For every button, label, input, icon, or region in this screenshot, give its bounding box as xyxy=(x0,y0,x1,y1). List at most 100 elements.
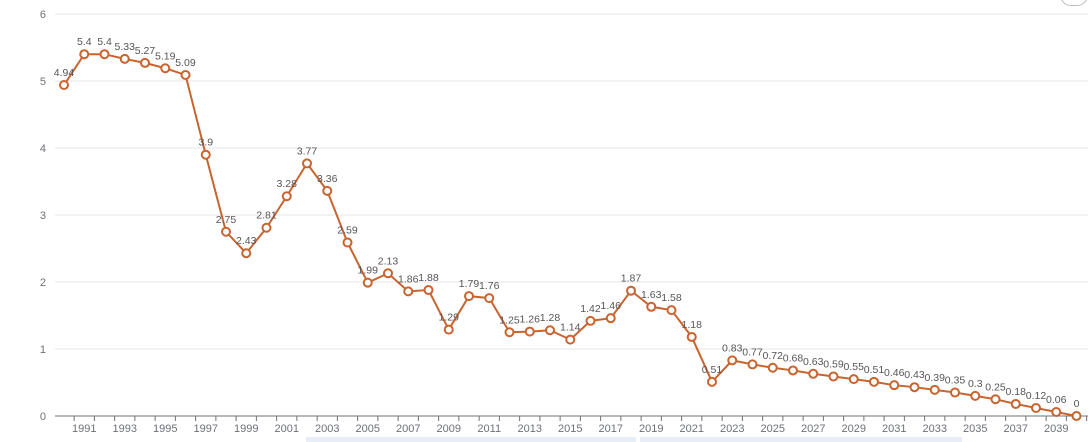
y-tick-label: 0 xyxy=(40,411,46,423)
data-point xyxy=(707,376,717,387)
data-label: 0.77 xyxy=(742,346,763,358)
data-label: 1.76 xyxy=(479,280,500,292)
data-label: 0 xyxy=(1074,398,1080,410)
data-point xyxy=(140,57,150,68)
data-point xyxy=(79,49,90,60)
y-tick-label: 5 xyxy=(40,76,46,88)
data-point xyxy=(443,324,454,335)
data-point xyxy=(362,277,373,288)
data-point xyxy=(626,285,636,296)
x-tick-label: 1995 xyxy=(153,423,177,435)
data-label: 1.86 xyxy=(398,273,419,285)
data-point xyxy=(767,362,778,373)
data-label: 0.25 xyxy=(985,381,1006,393)
data-point xyxy=(869,376,879,387)
data-point xyxy=(666,305,677,316)
data-point xyxy=(929,384,940,395)
data-label: 5.09 xyxy=(175,57,196,69)
x-tick-label: 2025 xyxy=(761,423,785,435)
data-label: 2.13 xyxy=(378,255,399,267)
data-label: 1.42 xyxy=(580,303,601,315)
data-point xyxy=(1010,398,1021,409)
data-label: 0.18 xyxy=(1006,386,1027,398)
data-point xyxy=(423,285,434,296)
data-label: 0.46 xyxy=(884,367,905,379)
data-label: 0.72 xyxy=(763,350,784,362)
data-label: 2.43 xyxy=(236,235,257,247)
scroll-indicator-right[interactable] xyxy=(640,437,962,442)
x-tick-label: 1991 xyxy=(72,423,96,435)
data-label: 1.29 xyxy=(439,312,460,324)
data-label: 0.06 xyxy=(1046,394,1067,406)
data-label: 3.28 xyxy=(277,178,298,190)
x-tick-label: 2015 xyxy=(558,423,582,435)
data-point xyxy=(1031,402,1041,413)
data-label: 0.83 xyxy=(722,342,743,354)
data-point xyxy=(241,248,252,259)
data-point xyxy=(585,315,596,326)
data-label: 2.81 xyxy=(256,210,277,222)
data-label: 0.51 xyxy=(702,364,723,376)
data-label: 1.88 xyxy=(418,272,439,284)
x-tick-label: 2017 xyxy=(599,423,623,435)
data-point xyxy=(889,380,900,391)
x-tick-label: 2029 xyxy=(842,423,866,435)
scroll-indicator-left[interactable] xyxy=(306,437,636,442)
data-label: 5.33 xyxy=(115,41,136,53)
data-label: 1.26 xyxy=(520,314,541,326)
data-point xyxy=(646,301,657,312)
data-point xyxy=(464,291,474,302)
x-tick-label: 2027 xyxy=(801,423,825,435)
data-point xyxy=(99,49,110,60)
data-label: 0.3 xyxy=(968,378,983,390)
data-point xyxy=(160,63,171,74)
data-point xyxy=(322,185,333,196)
data-point xyxy=(747,359,758,370)
data-label: 1.14 xyxy=(560,322,581,334)
series-line xyxy=(63,53,1077,417)
x-tick-label: 2031 xyxy=(882,423,906,435)
data-label: 1.46 xyxy=(601,300,622,312)
data-point xyxy=(221,226,231,237)
data-label: 0.43 xyxy=(904,369,925,381)
x-tick-label: 2033 xyxy=(923,423,947,435)
data-label: 5.27 xyxy=(135,45,156,57)
data-point xyxy=(180,69,191,80)
data-point xyxy=(261,222,272,233)
data-label: 1.28 xyxy=(540,312,561,324)
data-point xyxy=(524,326,535,337)
x-tick-label: 2011 xyxy=(477,423,501,435)
data-point xyxy=(605,313,616,324)
data-label: 3.77 xyxy=(297,145,318,157)
data-point xyxy=(1071,411,1082,421)
data-point xyxy=(565,334,576,345)
x-tick-label: 2037 xyxy=(1004,423,1028,435)
data-point xyxy=(828,371,839,382)
data-point xyxy=(950,387,960,398)
data-point xyxy=(383,268,393,279)
data-label: 0.63 xyxy=(803,356,824,368)
x-tick-label: 2021 xyxy=(680,423,704,435)
x-tick-label: 1993 xyxy=(113,423,137,435)
series-layer xyxy=(59,49,1082,421)
x-tick-label: 2001 xyxy=(275,423,299,435)
data-point xyxy=(909,382,920,393)
data-label: 1.79 xyxy=(459,278,480,290)
x-tick-label: 2009 xyxy=(437,423,461,435)
x-tick-label: 2023 xyxy=(720,423,744,435)
y-tick-label: 6 xyxy=(40,9,46,21)
data-point xyxy=(403,286,414,297)
gridlines xyxy=(55,13,1088,350)
data-label: 1.99 xyxy=(358,265,379,277)
y-tick-label: 2 xyxy=(40,277,46,289)
data-point xyxy=(342,237,353,248)
data-point xyxy=(970,390,981,401)
data-point xyxy=(302,158,312,169)
data-label: 2.75 xyxy=(216,214,237,226)
data-label: 3.36 xyxy=(317,173,338,185)
data-label: 5.19 xyxy=(155,50,176,62)
data-label: 2.59 xyxy=(337,224,358,236)
data-label: 0.59 xyxy=(823,358,844,370)
data-label: 5.4 xyxy=(97,36,112,48)
data-point xyxy=(545,325,555,336)
